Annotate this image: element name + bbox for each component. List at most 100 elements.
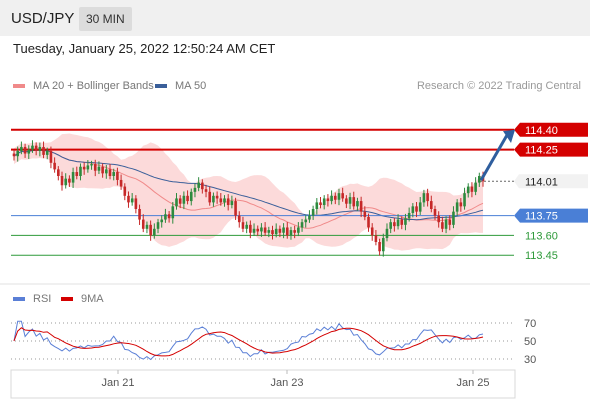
x-tick-label: Jan 25 [456, 377, 489, 389]
candle-body [178, 198, 182, 204]
candle-body [470, 186, 474, 192]
candle-body [389, 222, 392, 229]
candle-body [311, 209, 315, 216]
candle-body [297, 227, 300, 233]
candle-body [319, 202, 322, 206]
candle-body [71, 172, 75, 183]
level-label: 114.01 [525, 176, 558, 188]
level-tag-resistance [514, 122, 588, 137]
candle-body [441, 222, 444, 229]
candle-body [304, 219, 308, 223]
candle-body [86, 165, 90, 170]
ma50-swatch [155, 84, 167, 88]
legend-ma20: MA 20 + Bollinger Bands [13, 80, 154, 92]
candle-body [422, 193, 426, 203]
candle-body [82, 166, 86, 170]
candle-body [134, 198, 138, 209]
timeframe-badge[interactable]: 30 MIN [79, 7, 132, 31]
candle-body [27, 149, 31, 154]
candle-body [215, 195, 219, 199]
candle-body [448, 219, 452, 225]
candle-body [356, 201, 359, 207]
candle-body [285, 227, 289, 236]
candle-body [23, 146, 27, 154]
candle-body [452, 211, 455, 225]
candle-body [49, 150, 53, 163]
candle-body [212, 195, 215, 203]
candle-body [130, 198, 134, 203]
candle-body [182, 195, 186, 204]
candle-body [459, 202, 463, 207]
time-axis [10, 369, 516, 399]
candle-body [433, 209, 437, 216]
candle-body [226, 198, 230, 206]
level-label: 113.75 [525, 211, 558, 223]
candle-body [193, 187, 197, 192]
level-label: 113.45 [525, 250, 558, 262]
candle-body [141, 219, 145, 229]
candle-body [415, 206, 418, 212]
candle-body [186, 195, 189, 202]
candle-body [341, 193, 344, 199]
candle-body [201, 182, 204, 190]
candle-body [367, 216, 370, 228]
candle-body [393, 222, 396, 227]
level-label: 114.25 [525, 145, 558, 157]
candle-body [60, 176, 64, 186]
candle-body [75, 172, 79, 176]
legend-ma50: MA 50 [155, 80, 206, 92]
candle-body [455, 202, 459, 212]
candle-body [326, 198, 330, 202]
candle-body [12, 153, 16, 157]
level-tag-resistance [514, 142, 588, 157]
candle-body [167, 214, 171, 219]
candle-body [127, 195, 130, 203]
candle-body [223, 198, 226, 203]
candle-body [34, 145, 38, 151]
forecast-arrowhead [503, 129, 515, 143]
candle-body [64, 178, 68, 186]
candle-body [267, 230, 271, 233]
candle-body [418, 202, 422, 212]
candle-body [175, 198, 178, 207]
candle-body [315, 202, 319, 209]
legend-9ma-label: 9MA [81, 293, 104, 305]
rsi-swatch [13, 297, 25, 301]
candle-body [189, 191, 193, 202]
candle-body [444, 219, 448, 229]
candle-body [149, 224, 152, 236]
candle-body [57, 169, 60, 176]
ma20-line [13, 149, 484, 229]
candle-body [426, 193, 429, 202]
candle-body [478, 176, 481, 183]
candle-body [31, 145, 34, 150]
candle-body [348, 197, 352, 204]
level-label: 113.60 [525, 230, 558, 242]
candle-body [260, 227, 263, 232]
candle-body [53, 162, 56, 170]
rsi-ma-line [13, 327, 484, 357]
candle-body [378, 242, 381, 252]
candle-body [429, 201, 433, 209]
candle-body [359, 201, 363, 212]
candle-body [474, 182, 477, 192]
bollinger-band [14, 133, 483, 251]
candle-body [400, 219, 404, 225]
last-price-tag [514, 174, 588, 189]
candle-body [278, 228, 282, 233]
candle-body [241, 222, 245, 229]
candle-body [208, 191, 212, 203]
ma20-swatch [13, 84, 25, 88]
rsi-tick-label: 30 [524, 354, 536, 366]
candle-body [404, 218, 407, 225]
candle-body [463, 193, 466, 207]
candle-body [245, 224, 248, 229]
candle-body [20, 146, 23, 151]
timestamp: Tuesday, January 25, 2022 12:50:24 AM CE… [13, 41, 276, 56]
rsi-tick-label: 70 [524, 318, 536, 330]
candle-body [234, 201, 237, 216]
candle-body [112, 172, 116, 176]
candle-body [197, 182, 200, 188]
candle-body [396, 219, 400, 227]
